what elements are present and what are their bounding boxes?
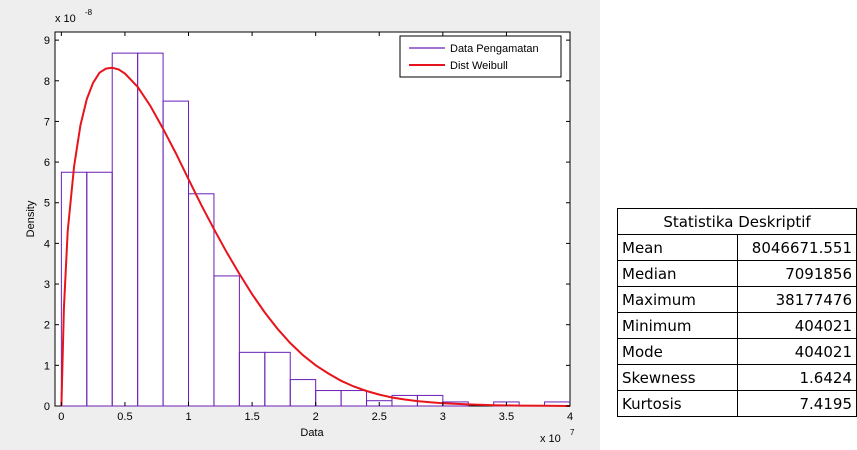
- stats-row-skewness: Skewness 1.6424: [616, 364, 857, 391]
- weibull-curve: [60, 66, 571, 407]
- stat-label: Mode: [616, 338, 739, 365]
- stat-value: 1.6424: [737, 364, 857, 391]
- x-tick-label: 1.5: [244, 411, 259, 423]
- plot-area: [54, 31, 571, 407]
- x-tick-label: 4: [567, 411, 573, 423]
- stats-row-minimum: Minimum 404021: [616, 312, 857, 339]
- x-axis-multiplier-exponent: 7: [570, 428, 575, 437]
- y-axis-multiplier-exponent: -8: [85, 8, 93, 17]
- descriptive-stats-table: Statistika Deskriptif Mean 8046671.551 M…: [616, 208, 857, 417]
- stats-row-mode: Mode 404021: [616, 338, 857, 365]
- x-tick-label: 2.5: [372, 411, 387, 423]
- histogram-chart: 0 1 2 3 4 5 6 7 8 9 0 0.5 1 1.5 2 2.5 3 3.5 4 x 10 -8 x 1…: [25, 8, 575, 445]
- y-tick-label: 2: [44, 320, 50, 332]
- stats-row-median: Median 7091856: [616, 260, 857, 287]
- y-tick-label: 6: [44, 157, 50, 169]
- histogram-bar: [340, 390, 368, 407]
- y-axis-multiplier: x 10: [55, 13, 76, 25]
- x-tick-label: 2: [313, 411, 319, 423]
- y-axis-ticks: 0 1 2 3 4 5 6 7 8 9: [44, 35, 570, 413]
- stat-label: Minimum: [616, 312, 739, 339]
- stats-row-kurtosis: Kurtosis 7.4195: [616, 390, 857, 417]
- legend-box: [399, 35, 562, 78]
- histogram-bar: [213, 275, 240, 407]
- stat-value: 8046671.551: [737, 234, 857, 261]
- figure-window: 0 1 2 3 4 5 6 7 8 9 0 0.5 1 1.5 2 2.5 3 3.5 4 x 10 -8 x 1…: [0, 0, 600, 450]
- stats-row-mean: Mean 8046671.551: [616, 234, 857, 261]
- stat-value: 7.4195: [737, 390, 857, 417]
- x-tick-label: 3: [440, 411, 446, 423]
- stat-value: 38177476: [737, 286, 857, 313]
- y-tick-label: 1: [44, 360, 50, 372]
- stat-label: Median: [616, 260, 739, 287]
- stat-value: 7091856: [737, 260, 857, 287]
- stats-row-maximum: Maximum 38177476: [616, 286, 857, 313]
- y-tick-label: 7: [44, 116, 50, 128]
- legend-label-data-pengamatan: Data Pengamatan: [450, 43, 539, 55]
- x-axis-label: Data: [300, 427, 324, 439]
- stat-label: Skewness: [616, 364, 739, 391]
- x-tick-label: 1: [185, 411, 191, 423]
- y-tick-label: 0: [44, 401, 50, 413]
- y-tick-label: 9: [44, 35, 50, 47]
- x-tick-label: 3.5: [499, 411, 514, 423]
- x-axis-multiplier: x 10: [540, 433, 561, 445]
- stat-label: Mean: [616, 234, 739, 261]
- y-tick-label: 8: [44, 76, 50, 88]
- stats-header-row: Statistika Deskriptif: [617, 208, 857, 235]
- y-tick-label: 4: [44, 238, 50, 250]
- x-tick-label: 0.5: [117, 411, 132, 423]
- stat-label: Kurtosis: [616, 390, 739, 417]
- stats-table-title: Statistika Deskriptif: [617, 208, 857, 235]
- histogram-bars: [60, 52, 571, 407]
- stat-value: 404021: [737, 338, 857, 365]
- x-axis-ticks: 0 0.5 1 1.5 2 2.5 3 3.5 4: [58, 32, 573, 423]
- x-tick-label: 0: [58, 411, 64, 423]
- y-tick-label: 3: [44, 279, 50, 291]
- legend: Data Pengamatan Dist Weibull: [399, 35, 562, 78]
- stat-value: 404021: [737, 312, 857, 339]
- y-tick-label: 5: [44, 198, 50, 210]
- stat-label: Maximum: [616, 286, 739, 313]
- legend-label-dist-weibull: Dist Weibull: [450, 60, 508, 72]
- y-axis-label: Density: [25, 200, 37, 237]
